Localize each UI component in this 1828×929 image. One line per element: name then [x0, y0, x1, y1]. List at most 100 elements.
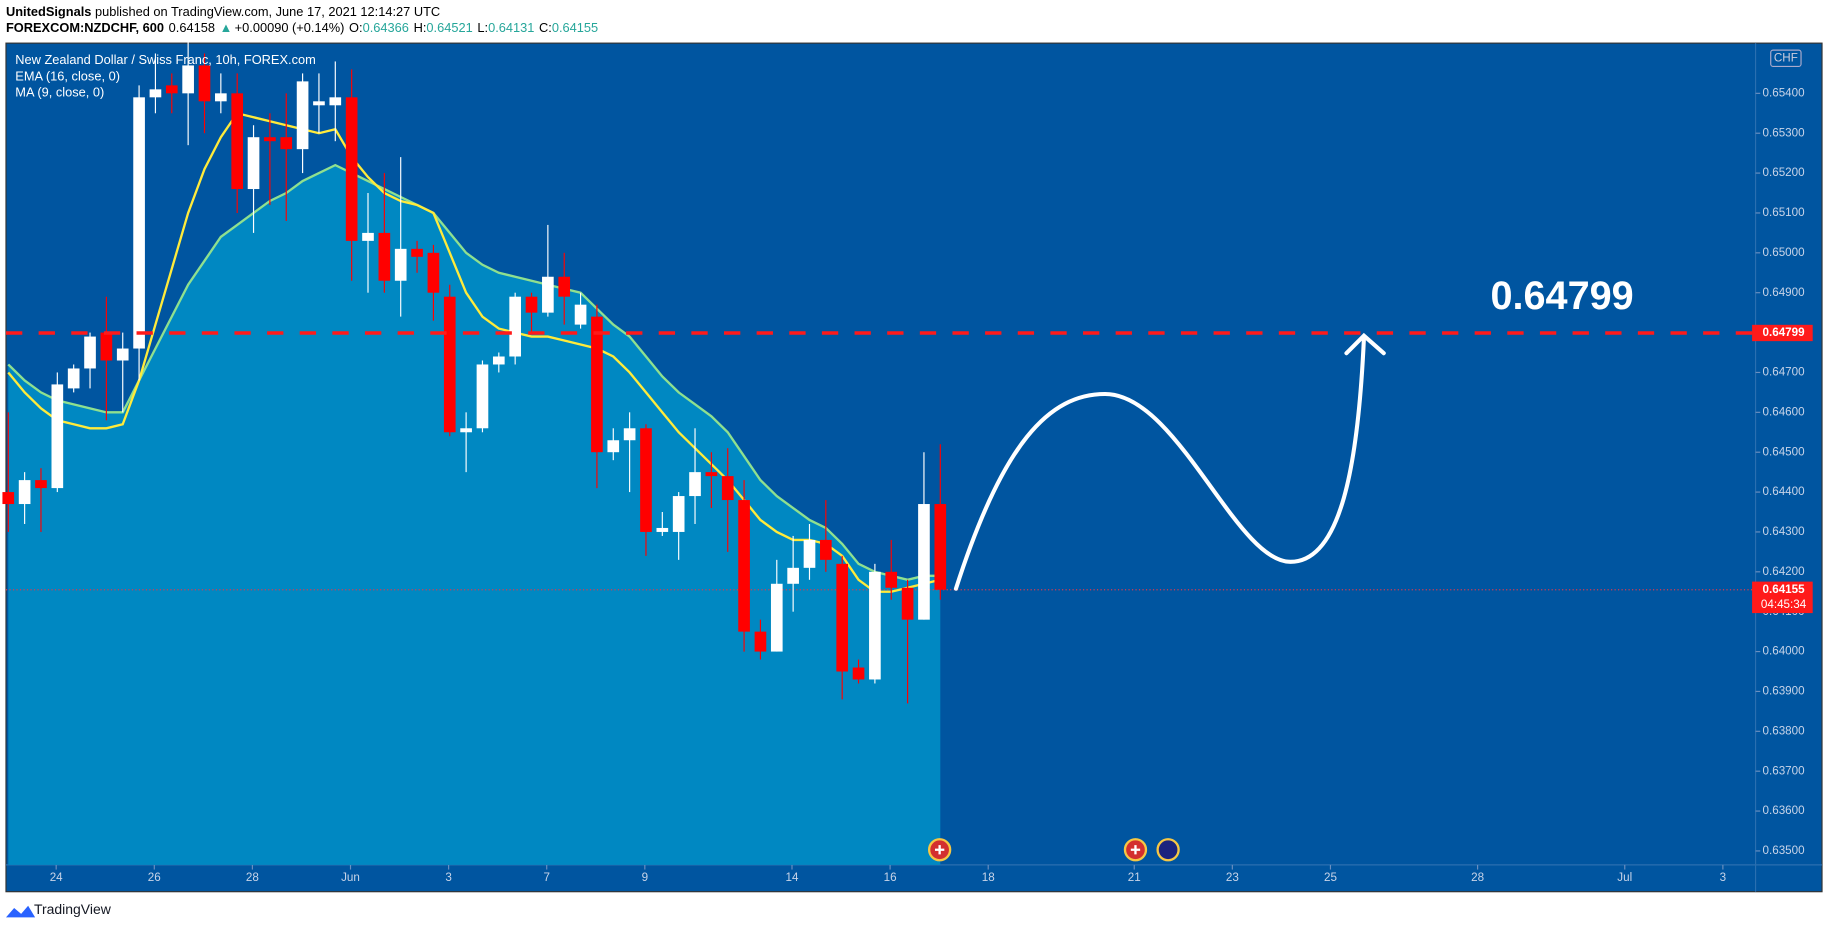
candle-body — [770, 583, 783, 652]
candle-body — [623, 428, 636, 441]
arrow: ▲ — [220, 21, 233, 36]
legend-entry: EMA (16, close, 0) — [15, 68, 120, 83]
x-tick-label: 28 — [246, 871, 259, 884]
candle-body — [460, 428, 472, 433]
header-line: UnitedSignals published on TradingView.c… — [6, 4, 440, 19]
y-tick-label: 0.64400 — [1763, 485, 1806, 498]
x-tick-label: 16 — [884, 871, 897, 884]
y-tick-label: 0.63500 — [1763, 844, 1806, 857]
candle-body — [394, 248, 407, 281]
candle-body — [525, 296, 538, 313]
y-tick-label: 0.64700 — [1763, 366, 1806, 379]
y-tick-label: 0.65400 — [1763, 86, 1806, 99]
y-tick-label: 0.64300 — [1763, 525, 1806, 538]
candle-body — [329, 97, 342, 106]
y-tick-label: 0.65100 — [1763, 206, 1806, 219]
last-badge-label: 0.64155 — [1763, 583, 1806, 596]
symbol: FOREXCOM:NZDCHF, 600 — [6, 21, 164, 36]
candle-body — [574, 304, 587, 325]
candle-body — [852, 667, 865, 680]
candle-body — [411, 248, 423, 257]
currency: CHF — [1774, 51, 1798, 64]
candle-body — [133, 97, 145, 349]
x-tick-label: 21 — [1128, 871, 1141, 884]
candle-body — [836, 563, 849, 672]
c: 0.64155 — [552, 21, 598, 36]
x-tick-label: 7 — [543, 871, 549, 884]
ema-area — [8, 165, 941, 865]
candle-body — [476, 364, 489, 429]
candle-body — [869, 571, 881, 680]
y-tick-label: 0.64500 — [1763, 445, 1806, 458]
x-tick-label: 25 — [1324, 871, 1337, 884]
y-tick-label: 0.63700 — [1763, 764, 1806, 777]
ohlc-line: FOREXCOM:NZDCHF, 600 0.64158 ▲ +0.00090 (+0… — [6, 21, 598, 36]
price: 0.64158 — [169, 21, 215, 36]
candle-body — [313, 101, 325, 106]
l: 0.64131 — [488, 21, 534, 36]
candle-body — [443, 296, 456, 433]
candle-body — [215, 93, 227, 102]
candle-body — [672, 496, 685, 532]
event-cross — [934, 845, 1141, 855]
candle-body — [18, 480, 31, 505]
candle-body — [656, 527, 669, 532]
y-tick-label: 0.64600 — [1763, 405, 1806, 418]
y-tick-label: 0.63900 — [1763, 685, 1806, 698]
x-tick-label: 26 — [148, 871, 161, 884]
x-tick-label: 14 — [786, 871, 799, 884]
target-badge — [1752, 324, 1813, 342]
candle-body — [35, 480, 47, 489]
c-label: C: — [539, 21, 552, 36]
candle-body — [198, 65, 211, 102]
last-badge — [1752, 581, 1813, 614]
candle-body — [149, 89, 162, 98]
candle-body — [640, 428, 652, 532]
candle-body — [296, 81, 309, 150]
candle-body — [738, 500, 750, 632]
candle-body — [542, 276, 554, 313]
candle-body — [264, 137, 276, 142]
indicator-line — [7, 163, 941, 581]
y-tick-label: 0.64000 — [1763, 645, 1806, 658]
candle-body — [247, 137, 260, 190]
x-tick-label: Jul — [1617, 871, 1632, 884]
candle-body — [492, 356, 505, 365]
target-label: 0.64799 — [1490, 274, 1633, 318]
candle-body — [918, 504, 930, 620]
x-tick-label: 3 — [445, 871, 451, 884]
candle-body — [754, 631, 767, 652]
currency-badge — [1770, 49, 1802, 68]
y-tick-label: 0.65000 — [1763, 246, 1806, 259]
o-label: O: — [349, 21, 363, 36]
candle-body — [231, 93, 244, 190]
candle-body — [362, 232, 374, 241]
candle-body — [345, 97, 358, 241]
target-badge-label: 0.64799 — [1763, 326, 1806, 339]
candle-body — [378, 232, 391, 281]
x-tick-label: 18 — [982, 871, 995, 884]
candle-body — [427, 252, 440, 293]
y-tick-label: 0.65200 — [1763, 166, 1806, 179]
x-tick-label: 23 — [1226, 871, 1239, 884]
published: published on TradingView.com, June 17, 2… — [91, 4, 440, 19]
change: +0.00090 (+0.14%) — [235, 21, 345, 36]
candle-body — [165, 85, 178, 94]
candle-body — [803, 539, 816, 568]
candle-body — [705, 472, 718, 477]
candle-body — [820, 539, 832, 560]
h-label: H: — [414, 21, 427, 36]
candle-body — [182, 65, 194, 94]
l-label: L: — [477, 21, 488, 36]
x-tick-label: 24 — [50, 871, 63, 884]
candle-body — [100, 332, 113, 361]
candle-body — [721, 476, 734, 501]
candle-body — [509, 296, 521, 357]
x-tick-label: 9 — [642, 871, 648, 884]
x-tick-label: 3 — [1720, 871, 1726, 884]
x-tick-label: 28 — [1471, 871, 1484, 884]
countdown: 04:45:34 — [1761, 598, 1807, 611]
candle-body — [558, 276, 571, 297]
